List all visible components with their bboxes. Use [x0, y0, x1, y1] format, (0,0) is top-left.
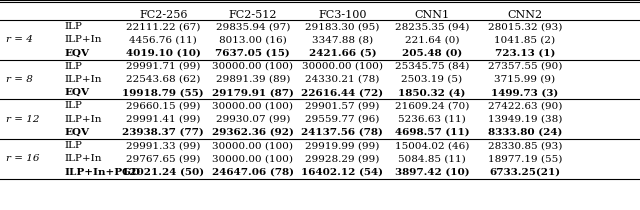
Text: 5084.85 (11): 5084.85 (11)	[398, 154, 466, 163]
Text: 29183.30 (95): 29183.30 (95)	[305, 22, 380, 31]
Text: 29991.41 (99): 29991.41 (99)	[126, 115, 200, 124]
Text: EQV: EQV	[64, 128, 89, 137]
Text: 30000.00 (100): 30000.00 (100)	[212, 62, 293, 71]
Text: FC2-512: FC2-512	[228, 10, 277, 20]
Text: 4698.57 (11): 4698.57 (11)	[395, 128, 469, 137]
Text: 3347.88 (8): 3347.88 (8)	[312, 35, 373, 44]
Text: r = 4: r = 4	[6, 35, 33, 44]
Text: 8333.80 (24): 8333.80 (24)	[488, 128, 562, 137]
Text: 29930.07 (99): 29930.07 (99)	[216, 115, 290, 124]
Text: 1041.85 (2): 1041.85 (2)	[494, 35, 556, 44]
Text: 29991.71 (99): 29991.71 (99)	[126, 62, 200, 71]
Text: 29559.77 (96): 29559.77 (96)	[305, 115, 380, 124]
Text: 12021.24 (50): 12021.24 (50)	[122, 168, 204, 177]
Text: ILP: ILP	[64, 22, 82, 31]
Text: 29362.36 (92): 29362.36 (92)	[212, 128, 294, 137]
Text: 29767.65 (99): 29767.65 (99)	[126, 154, 200, 163]
Text: FC2-256: FC2-256	[139, 10, 188, 20]
Text: EQV: EQV	[64, 88, 89, 97]
Text: 205.48 (0): 205.48 (0)	[402, 49, 462, 58]
Text: 29991.33 (99): 29991.33 (99)	[126, 141, 200, 150]
Text: 1850.32 (4): 1850.32 (4)	[398, 88, 466, 97]
Text: 28330.85 (93): 28330.85 (93)	[488, 141, 562, 150]
Text: ILP+In: ILP+In	[64, 75, 102, 84]
Text: 1499.73 (3): 1499.73 (3)	[491, 88, 559, 97]
Text: 28015.32 (93): 28015.32 (93)	[488, 22, 562, 31]
Text: 16402.12 (54): 16402.12 (54)	[301, 168, 383, 177]
Text: 30000.00 (100): 30000.00 (100)	[212, 141, 293, 150]
Text: 5236.63 (11): 5236.63 (11)	[398, 115, 466, 124]
Text: 22111.22 (67): 22111.22 (67)	[126, 22, 200, 31]
Text: 19918.79 (55): 19918.79 (55)	[122, 88, 204, 97]
Text: ILP: ILP	[64, 141, 82, 150]
Text: 29179.91 (87): 29179.91 (87)	[212, 88, 294, 97]
Text: 4456.76 (11): 4456.76 (11)	[129, 35, 197, 44]
Text: 8013.00 (16): 8013.00 (16)	[219, 35, 287, 44]
Text: ILP: ILP	[64, 62, 82, 71]
Text: 18977.19 (55): 18977.19 (55)	[488, 154, 562, 163]
Text: 3715.99 (9): 3715.99 (9)	[494, 75, 556, 84]
Text: 25345.75 (84): 25345.75 (84)	[395, 62, 469, 71]
Text: r = 12: r = 12	[6, 115, 40, 124]
Text: CNN1: CNN1	[415, 10, 449, 20]
Text: 23938.37 (77): 23938.37 (77)	[122, 128, 204, 137]
Text: 24330.21 (78): 24330.21 (78)	[305, 75, 380, 84]
Text: ILP+In+PGD: ILP+In+PGD	[64, 168, 140, 177]
Text: ILP: ILP	[64, 101, 82, 110]
Text: 15004.02 (46): 15004.02 (46)	[395, 141, 469, 150]
Text: 221.64 (0): 221.64 (0)	[404, 35, 460, 44]
Text: FC3-100: FC3-100	[318, 10, 367, 20]
Text: 22543.68 (62): 22543.68 (62)	[126, 75, 200, 84]
Text: 2421.66 (5): 2421.66 (5)	[308, 49, 376, 58]
Text: 27357.55 (90): 27357.55 (90)	[488, 62, 562, 71]
Text: 29891.39 (89): 29891.39 (89)	[216, 75, 290, 84]
Text: 4019.10 (10): 4019.10 (10)	[126, 49, 200, 58]
Text: 22616.44 (72): 22616.44 (72)	[301, 88, 383, 97]
Text: r = 8: r = 8	[6, 75, 33, 84]
Text: 24647.06 (78): 24647.06 (78)	[212, 168, 294, 177]
Text: 24137.56 (78): 24137.56 (78)	[301, 128, 383, 137]
Text: 30000.00 (100): 30000.00 (100)	[212, 101, 293, 110]
Text: EQV: EQV	[64, 49, 89, 58]
Text: 7637.05 (15): 7637.05 (15)	[216, 49, 290, 58]
Text: 27422.63 (90): 27422.63 (90)	[488, 101, 562, 110]
Text: 29928.29 (99): 29928.29 (99)	[305, 154, 380, 163]
Text: 3897.42 (10): 3897.42 (10)	[395, 168, 469, 177]
Text: 723.13 (1): 723.13 (1)	[495, 49, 555, 58]
Text: 21609.24 (70): 21609.24 (70)	[395, 101, 469, 110]
Text: 30000.00 (100): 30000.00 (100)	[212, 154, 293, 163]
Text: ILP+In: ILP+In	[64, 35, 102, 44]
Text: CNN2: CNN2	[508, 10, 542, 20]
Text: 30000.00 (100): 30000.00 (100)	[302, 62, 383, 71]
Text: 28235.35 (94): 28235.35 (94)	[395, 22, 469, 31]
Text: 6733.25(21): 6733.25(21)	[489, 168, 561, 177]
Text: ILP+In: ILP+In	[64, 115, 102, 124]
Text: 29919.99 (99): 29919.99 (99)	[305, 141, 380, 150]
Text: ILP+In: ILP+In	[64, 154, 102, 163]
Text: 29660.15 (99): 29660.15 (99)	[126, 101, 200, 110]
Text: 2503.19 (5): 2503.19 (5)	[401, 75, 463, 84]
Text: 29901.57 (99): 29901.57 (99)	[305, 101, 380, 110]
Text: 29835.94 (97): 29835.94 (97)	[216, 22, 290, 31]
Text: 13949.19 (38): 13949.19 (38)	[488, 115, 562, 124]
Text: r = 16: r = 16	[6, 154, 40, 163]
